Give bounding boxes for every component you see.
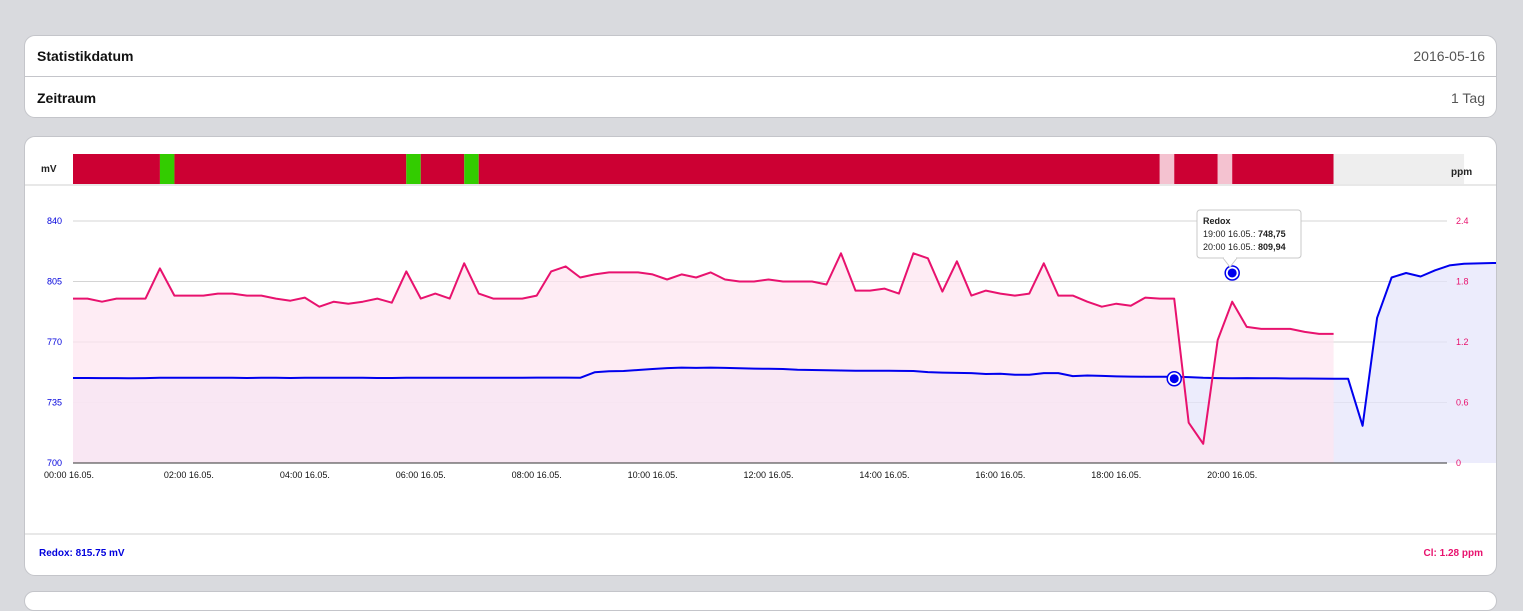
- status-segment[interactable]: [478, 154, 1160, 184]
- line-redox[interactable]: [73, 261, 1496, 427]
- info-card: Statistikdatum 2016-05-16 Zeitraum 1 Tag: [24, 35, 1497, 118]
- x-tick-label: 06:00 16.05.: [396, 470, 446, 480]
- tooltip-row-1: 19:00 16.05.: 748,75: [1203, 229, 1286, 239]
- status-segment[interactable]: [420, 154, 465, 184]
- y-left-tick-label: 735: [47, 398, 62, 408]
- tooltip-pointer: [1222, 257, 1238, 268]
- stat-date-label: Statistikdatum: [37, 48, 134, 64]
- status-segment[interactable]: [1217, 154, 1233, 184]
- status-segment[interactable]: [406, 154, 421, 184]
- chart[interactable]: mV ppm 700 735 770 805 840 0 0.6 1.2 1.8 2.4 00:00 1…: [25, 137, 1496, 575]
- status-segment[interactable]: [174, 154, 407, 184]
- x-tick-label: 18:00 16.05.: [1091, 470, 1141, 480]
- y-right-tick-label: 0.6: [1456, 398, 1469, 408]
- tooltip-box: [1196, 209, 1302, 259]
- status-segment[interactable]: [1333, 154, 1465, 184]
- y-axis-left: 700 735 770 805 840: [47, 216, 62, 468]
- tooltip-title: Redox: [1203, 216, 1231, 226]
- status-segment[interactable]: [1232, 154, 1334, 184]
- x-axis: 00:00 16.05. 02:00 16.05. 04:00 16.05. 06:0…: [44, 470, 1257, 480]
- mv-unit-label: mV: [41, 164, 57, 175]
- tooltip-row-2-label: 20:00 16.05.:: [1203, 242, 1258, 252]
- hover-marker[interactable]: [1169, 374, 1179, 384]
- tooltip-row-1-label: 19:00 16.05.:: [1203, 229, 1258, 239]
- status-bar: mV ppm: [41, 154, 1472, 184]
- y-right-tick-label: 1.2: [1456, 337, 1469, 347]
- stat-date-value: 2016-05-16: [1413, 48, 1485, 64]
- tooltip-row-2-value: 809,94: [1258, 242, 1286, 252]
- period-row: Zeitraum 1 Tag: [25, 77, 1496, 118]
- next-card: [24, 591, 1497, 611]
- x-tick-label: 16:00 16.05.: [975, 470, 1025, 480]
- status-segment[interactable]: [1159, 154, 1175, 184]
- y-axis-right: 0 0.6 1.2 1.8 2.4: [1456, 216, 1469, 468]
- y-right-tick-label: 1.8: [1456, 277, 1469, 287]
- redox-current-value: Redox: 815.75 mV: [39, 548, 125, 559]
- tooltip-row-2: 20:00 16.05.: 809,94: [1203, 242, 1286, 252]
- x-tick-label: 14:00 16.05.: [859, 470, 909, 480]
- x-tick-label: 08:00 16.05.: [512, 470, 562, 480]
- y-left-tick-label: 770: [47, 337, 62, 347]
- x-tick-label: 02:00 16.05.: [164, 470, 214, 480]
- y-right-tick-label: 0: [1456, 458, 1461, 468]
- tooltip-row-1-value: 748,75: [1258, 229, 1286, 239]
- status-segment[interactable]: [1174, 154, 1218, 184]
- cl-current-value: Cl: 1.28 ppm: [1423, 548, 1483, 559]
- line-cl[interactable]: [73, 252, 1334, 445]
- x-tick-label: 20:00 16.05.: [1207, 470, 1257, 480]
- y-left-tick-label: 840: [47, 216, 62, 226]
- area-cl: [73, 253, 1334, 463]
- hover-marker[interactable]: [1227, 268, 1237, 278]
- period-value: 1 Tag: [1451, 89, 1485, 106]
- y-right-tick-label: 2.4: [1456, 216, 1469, 226]
- x-tick-label: 10:00 16.05.: [628, 470, 678, 480]
- y-left-tick-label: 700: [47, 458, 62, 468]
- ppm-unit-label: ppm: [1451, 167, 1472, 178]
- chart-card: mV ppm 700 735 770 805 840 0 0.6 1.2 1.8 2.4 00:00 1…: [24, 136, 1497, 576]
- status-segment[interactable]: [159, 154, 175, 184]
- x-tick-label: 04:00 16.05.: [280, 470, 330, 480]
- status-segment[interactable]: [464, 154, 479, 184]
- status-segment[interactable]: [73, 154, 160, 184]
- x-tick-label: 12:00 16.05.: [743, 470, 793, 480]
- y-left-tick-label: 805: [47, 277, 62, 287]
- x-tick-label: 00:00 16.05.: [44, 470, 94, 480]
- period-label: Zeitraum: [37, 89, 97, 106]
- stat-date-row: Statistikdatum 2016-05-16: [25, 36, 1496, 77]
